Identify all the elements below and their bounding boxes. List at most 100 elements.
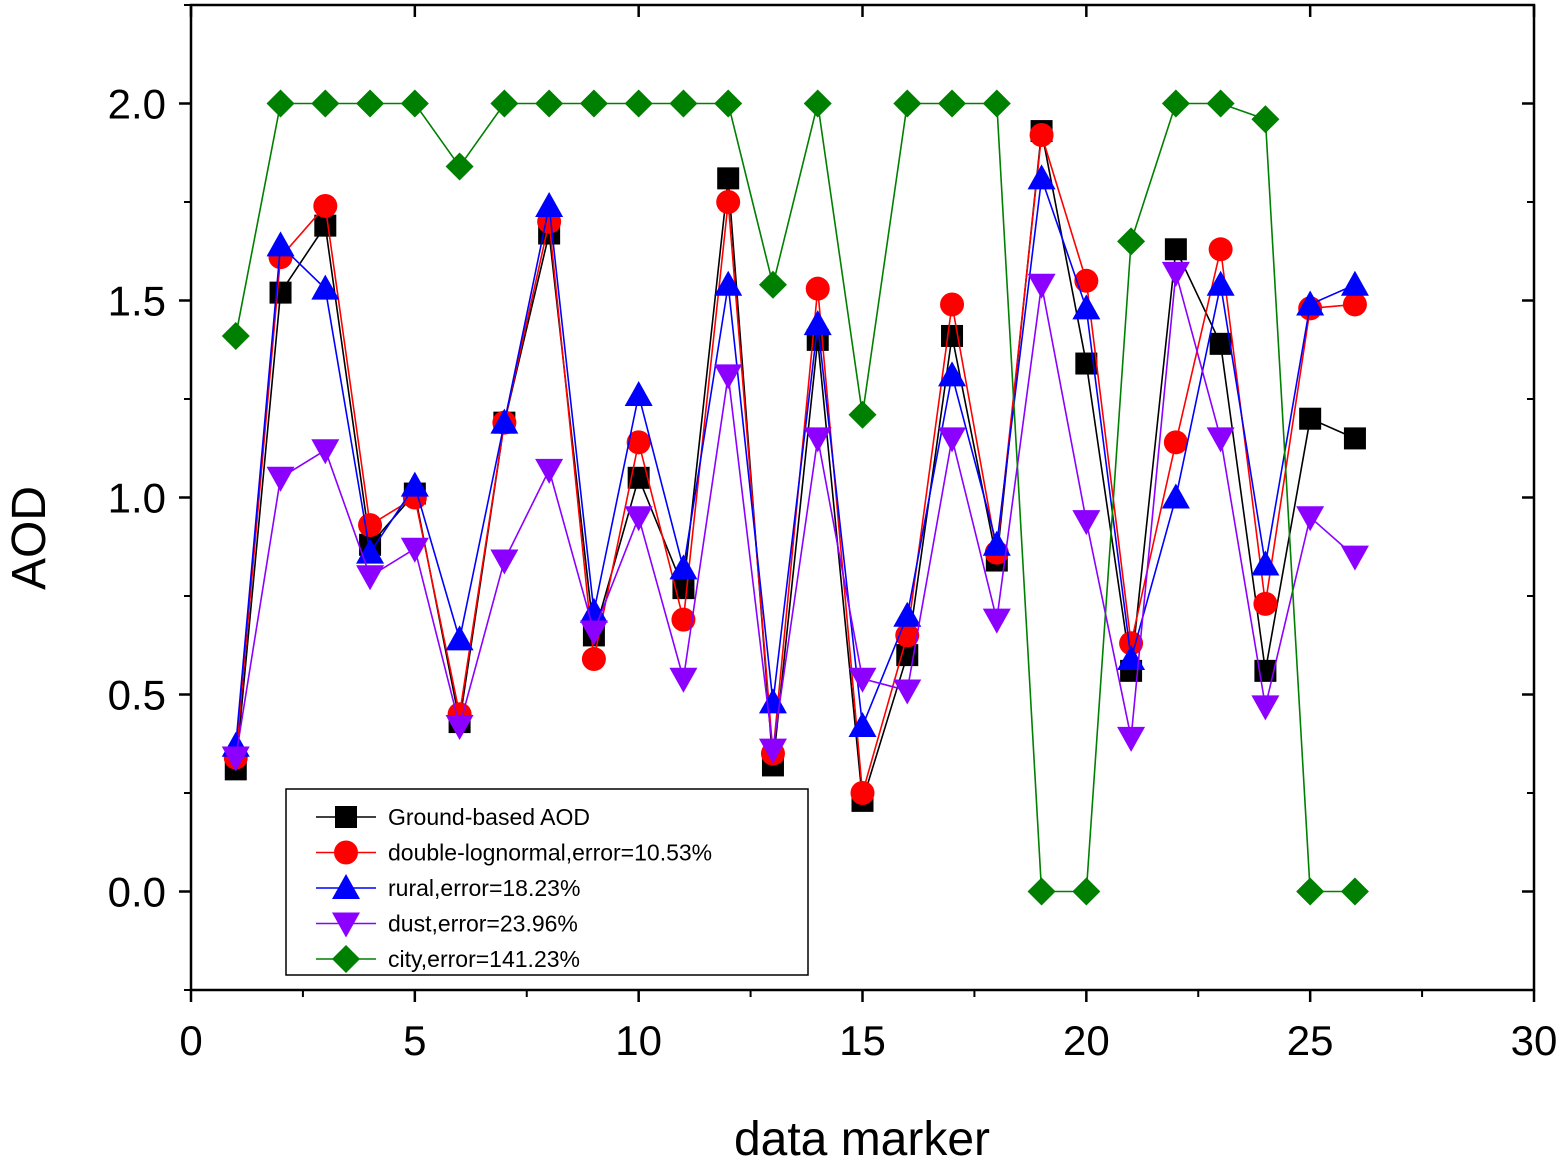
legend-item: double-lognormal,error=10.53% — [316, 840, 712, 866]
data-point — [938, 361, 967, 387]
data-point — [803, 427, 832, 453]
data-point — [490, 89, 519, 118]
y-tick-label: 0.5 — [108, 672, 166, 719]
data-point — [1161, 89, 1190, 118]
y-axis-title: AOD — [3, 486, 56, 590]
x-axis-title: data marker — [734, 1113, 990, 1164]
data-point — [490, 549, 519, 575]
series-4 — [221, 89, 1369, 906]
data-point — [1072, 510, 1101, 536]
legend-marker — [332, 945, 360, 973]
data-point — [356, 565, 385, 591]
data-point — [982, 608, 1011, 634]
series-line — [234, 102, 1355, 893]
data-point — [1296, 290, 1325, 316]
y-tick-label: 2.0 — [108, 81, 166, 128]
data-point — [445, 152, 474, 181]
y-tick-label: 0.0 — [108, 869, 166, 916]
data-point — [1164, 238, 1187, 261]
data-point — [803, 89, 832, 118]
legend-label: rural,error=18.23% — [388, 875, 580, 901]
data-point — [982, 530, 1011, 556]
data-point — [624, 506, 653, 532]
x-tick-label: 20 — [1063, 1017, 1110, 1064]
data-point — [1296, 877, 1325, 906]
legend-box — [285, 788, 809, 976]
data-point — [850, 781, 875, 805]
data-point — [716, 190, 741, 214]
data-point — [221, 321, 250, 350]
data-point — [1161, 261, 1190, 287]
data-point — [893, 601, 922, 627]
x-tick-label: 25 — [1287, 1017, 1334, 1064]
data-point — [400, 89, 429, 118]
x-tick-label: 10 — [615, 1017, 662, 1064]
data-point — [266, 231, 295, 257]
series-line — [234, 134, 1356, 794]
data-point — [269, 281, 292, 304]
series-layer — [221, 89, 1369, 906]
data-point — [938, 89, 967, 118]
data-point — [758, 688, 787, 714]
x-tick-label: 30 — [1511, 1017, 1558, 1064]
data-point — [535, 458, 564, 484]
legend-label: dust,error=23.96% — [388, 911, 578, 937]
data-point — [579, 89, 608, 118]
data-point — [893, 679, 922, 705]
data-point — [1161, 483, 1190, 509]
axis-ticks: 0 5 10 15 20 25 30 0.0 0.5 1.0 1.5 2.0 — [108, 4, 1558, 1064]
y-tick-label: 1.0 — [108, 475, 166, 522]
data-point — [1208, 237, 1233, 262]
data-point — [938, 427, 967, 453]
data-point — [356, 89, 385, 118]
series-1 — [223, 123, 1367, 805]
data-point — [717, 167, 740, 190]
data-point — [1209, 332, 1232, 355]
data-point — [311, 89, 340, 118]
data-point — [669, 89, 698, 118]
data-point — [1027, 164, 1056, 190]
data-point — [221, 746, 250, 772]
data-point — [1340, 877, 1369, 906]
data-point — [313, 193, 338, 218]
data-point — [669, 554, 698, 580]
legend-marker — [334, 840, 358, 865]
data-point — [400, 471, 429, 497]
data-point — [445, 625, 474, 651]
legend-marker — [332, 874, 360, 899]
data-point — [1299, 407, 1322, 430]
data-point — [758, 270, 787, 299]
data-point — [714, 89, 743, 118]
series-0 — [224, 120, 1366, 812]
data-point — [266, 466, 295, 492]
series-3 — [221, 261, 1369, 772]
data-point — [1342, 292, 1367, 317]
data-point — [848, 400, 877, 429]
data-point — [1072, 294, 1101, 320]
data-point — [1340, 545, 1369, 571]
data-point — [893, 89, 922, 118]
data-point — [848, 667, 877, 693]
data-point — [266, 89, 295, 118]
data-point — [1206, 270, 1235, 296]
data-point — [624, 381, 653, 407]
data-point — [1027, 877, 1056, 906]
data-point — [311, 439, 340, 465]
data-point — [1117, 726, 1146, 752]
data-point — [535, 89, 564, 118]
data-point — [672, 577, 695, 600]
data-point — [1163, 430, 1188, 455]
data-point — [626, 430, 651, 455]
legend-item: rural,error=18.23% — [316, 874, 580, 901]
data-point — [671, 607, 696, 632]
data-point — [535, 191, 564, 217]
data-point — [581, 647, 606, 672]
series-line — [234, 130, 1356, 802]
series-2 — [221, 164, 1369, 757]
data-point — [1074, 268, 1099, 293]
data-point — [848, 712, 877, 738]
data-point — [803, 310, 832, 336]
data-point — [1075, 352, 1098, 375]
